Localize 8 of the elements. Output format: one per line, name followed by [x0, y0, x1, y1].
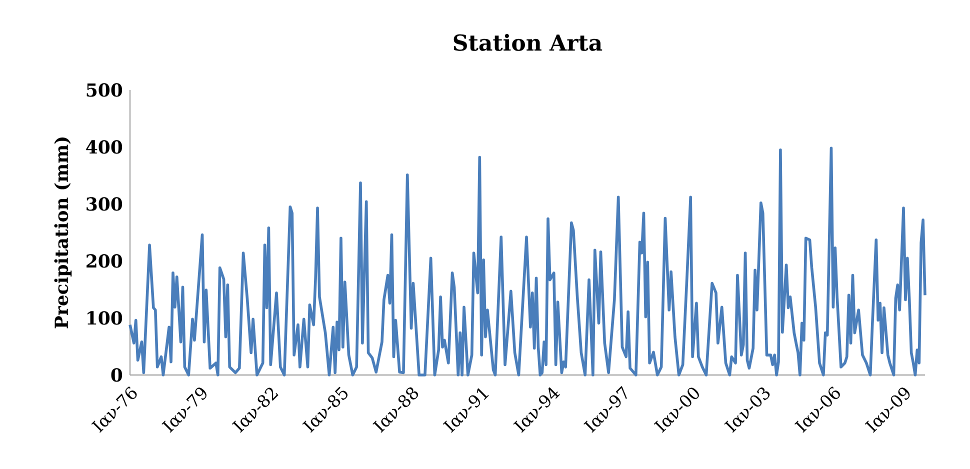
y-tick-label: 0 — [111, 368, 122, 382]
y-tick-label: 200 — [86, 254, 122, 268]
y-tick-label: 400 — [86, 140, 122, 154]
y-axis-title: Precipitation (mm) — [54, 138, 72, 328]
y-tick-label: 300 — [86, 197, 122, 211]
y-tick-label: 500 — [86, 83, 122, 97]
y-tick-label: 100 — [88, 311, 122, 325]
chart-title: Station Arta — [454, 34, 602, 51]
